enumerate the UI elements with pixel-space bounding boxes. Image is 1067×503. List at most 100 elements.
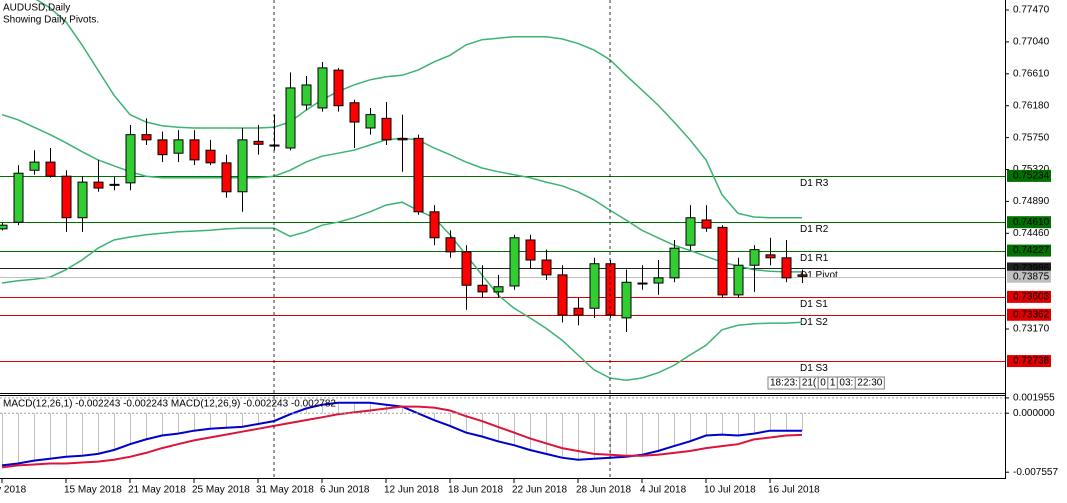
y-tick-label: 0.73170 [1013, 324, 1050, 335]
candle-body [381, 117, 392, 141]
clock-label: 18:23: [770, 378, 798, 389]
x-tick-label: 16 Jul 2018 [768, 485, 820, 496]
level-price-label: 0.73362 [1013, 309, 1050, 320]
bid-price-box [1007, 270, 1051, 283]
pivot-label: D1 R3 [800, 178, 829, 189]
clock-box: 18:23: [767, 376, 801, 390]
y-tick-label: 0.74890 [1013, 196, 1050, 207]
chart-title: AUDUSD,Daily [3, 3, 70, 14]
candle-body [77, 181, 88, 219]
axes [0, 0, 1006, 479]
pivot-label: D1 R2 [800, 224, 829, 235]
candle-body [365, 114, 376, 129]
candle-body [205, 149, 216, 164]
y-tick-label: 0.77470 [1013, 5, 1050, 16]
x-tick-label: 9 May 2018 [0, 485, 27, 496]
candle-body [621, 281, 632, 319]
pivot-label: D1 S3 [800, 363, 828, 374]
level-price-label: 0.75234 [1013, 171, 1050, 182]
level-price-box [1007, 216, 1051, 229]
macd-panel [1, 401, 803, 469]
x-tick-label: 18 Jun 2018 [448, 485, 503, 496]
x-tick-label: 21 May 2018 [128, 485, 186, 496]
candle-body [93, 181, 104, 189]
candle-body [45, 161, 56, 177]
pivot-label: D1 R1 [800, 253, 829, 264]
candle-body [13, 172, 24, 223]
y2-tick-label: -0.007557 [1013, 467, 1058, 478]
y-tick-label: 0.76610 [1013, 68, 1050, 79]
candle-body [733, 264, 744, 296]
x-tick-label: 4 Jul 2018 [640, 485, 687, 496]
clock-label: 1 [830, 378, 836, 389]
candle-body [701, 219, 712, 229]
candle-body [157, 139, 168, 156]
chart-subtitle: Showing Daily Pivots. [3, 15, 99, 26]
candle-body [605, 263, 616, 316]
level-price-box [1007, 244, 1051, 257]
level-price-label: 0.74610 [1013, 217, 1050, 228]
candle-body [0, 224, 8, 230]
y-tick-label: 0.75320 [1013, 164, 1050, 175]
x-tick-label: 25 May 2018 [192, 485, 250, 496]
x-tick-label: 28 Jun 2018 [576, 485, 631, 496]
candle-body [653, 277, 664, 284]
candle-body [237, 139, 248, 193]
level-price-label: 0.72738 [1013, 356, 1050, 367]
level-price-label: 0.73986 [1013, 263, 1050, 274]
candle-body [541, 259, 552, 276]
candle-body [637, 282, 648, 285]
x-tick-label: 12 Jun 2018 [384, 485, 439, 496]
bollinger-band [1, 201, 803, 381]
y-tick-label: 0.76180 [1013, 100, 1050, 111]
bid-price-label: 0.73875 [1013, 271, 1050, 282]
y-tick-label: 0.77040 [1013, 37, 1050, 48]
candle-body [429, 211, 440, 239]
candle-body [349, 102, 360, 123]
candle-body [109, 183, 120, 186]
candle-body [221, 162, 232, 193]
level-price-label: 0.74227 [1013, 245, 1050, 256]
y2-tick-label: 0.001955 [1013, 393, 1055, 404]
x-tick-label: 31 May 2018 [256, 485, 314, 496]
candle-body [797, 274, 808, 277]
y2-tick-label: 0.000000 [1013, 408, 1055, 419]
level-price-box [1007, 169, 1051, 182]
clock-box: 0 [817, 376, 829, 390]
macd-title: MACD(12,26,1) -0.002243 -0.002243 MACD(1… [3, 399, 336, 410]
candle-body [301, 84, 312, 106]
candle-body [333, 69, 344, 107]
pivot-label: D1 S1 [800, 299, 828, 310]
clock-box: 1 [827, 376, 838, 390]
candle-body [269, 144, 280, 147]
candle-body [525, 239, 536, 261]
candle-body [749, 249, 760, 266]
price-panel: D1 R3 D1 R2 D1 R1 D1 Pivot D1 S1 D1 S2 D1 S3 [0, 0, 1005, 381]
level-price-label: 0.73603 [1013, 292, 1050, 303]
bollinger-band [35, 0, 802, 219]
candle-body [477, 284, 488, 293]
candle-body [589, 263, 600, 309]
candle-body [317, 67, 328, 109]
x-tick-label: 10 Jul 2018 [704, 485, 756, 496]
clock-box: 22:30 [854, 376, 885, 390]
level-price-box [1007, 290, 1051, 303]
candle-body [717, 226, 728, 296]
clock-label: 0 [820, 378, 826, 389]
clock-box: 21( [799, 376, 819, 390]
y-tick-label: 0.74460 [1013, 228, 1050, 239]
candle-body [173, 139, 184, 154]
macd-line [1, 405, 803, 469]
x-tick-label: 22 Jun 2018 [512, 485, 567, 496]
clock-frame [854, 376, 885, 390]
candle-body [669, 247, 680, 279]
candle-body [765, 254, 776, 259]
pivot-label: D1 S2 [800, 317, 828, 328]
x-tick-label: 6 Jun 2018 [320, 485, 370, 496]
level-price-box [1007, 308, 1051, 321]
candle-body [781, 257, 792, 279]
candle-body [685, 217, 696, 246]
clock-label: 22:30 [857, 378, 882, 389]
y-tick-label: 0.75750 [1013, 132, 1050, 143]
